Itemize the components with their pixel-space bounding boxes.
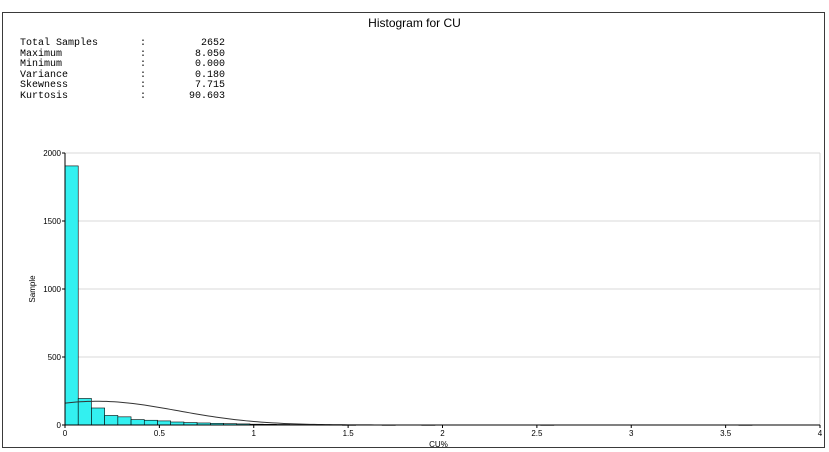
x-tick-label: 1 [252, 429, 257, 438]
histogram-bar [64, 165, 79, 426]
y-tick-label: 500 [48, 353, 62, 362]
x-tick-label: 0 [63, 429, 68, 438]
summary-stats: Total Samples : 2652 Maximum : 8.050 Min… [20, 38, 225, 103]
stat-label: Skewness [20, 80, 69, 91]
stat-value: 7.715 [194, 80, 225, 91]
histogram-bar [91, 407, 105, 426]
normal-fit-curve [64, 400, 820, 426]
stat-label: Variance [20, 69, 69, 81]
stat-colon: : [140, 80, 147, 91]
x-axis-title: CU% [429, 440, 448, 449]
x-tick-label: 4 [818, 429, 823, 438]
stat-value: 8.050 [194, 48, 225, 60]
stat-label: Maximum [20, 48, 63, 60]
x-tick-label: 0.5 [154, 429, 166, 438]
stat-value: 0.180 [194, 69, 225, 81]
stat-colon: : [140, 69, 147, 81]
stat-value: 90.603 [188, 90, 225, 102]
stat-row-variance: Variance : 0.180 [20, 69, 225, 82]
chart-frame [2, 12, 825, 448]
stat-label: Total Samples [20, 38, 99, 49]
x-tick-label: 2.5 [531, 429, 543, 438]
stat-value: 2652 [200, 38, 225, 49]
histogram-bar [117, 416, 132, 426]
histogram-bar [157, 420, 172, 426]
stat-row-maximum: Maximum : 8.050 [20, 48, 225, 61]
y-tick-label: 1000 [43, 285, 61, 294]
y-tick-label: 2000 [43, 149, 61, 158]
stat-label: Minimum [20, 59, 63, 70]
histogram-bar [143, 419, 158, 426]
x-tick-label: 3.5 [720, 429, 732, 438]
stat-row-minimum: Minimum : 0.000 [20, 59, 225, 71]
stat-colon: : [140, 48, 147, 60]
y-axis-title: Sample [28, 275, 37, 303]
stat-colon: : [140, 38, 147, 49]
stat-colon: : [140, 59, 147, 70]
histogram-bar [104, 415, 119, 426]
stat-row-kurtosis: Kurtosis : 90.603 [20, 90, 225, 103]
stat-colon: : [140, 90, 147, 102]
stat-label: Kurtosis [20, 90, 69, 102]
x-tick-label: 1.5 [343, 429, 355, 438]
stat-value: 0.000 [194, 59, 225, 70]
histogram-bar [77, 398, 92, 426]
stat-row-total-samples: Total Samples : 2652 [20, 38, 225, 50]
chart-title: Histogram for CU [368, 16, 461, 30]
x-tick-label: 2 [440, 429, 445, 438]
y-tick-label: 0 [57, 421, 62, 430]
x-tick-label: 3 [629, 429, 634, 438]
histogram-bar [130, 419, 145, 426]
stat-row-skewness: Skewness : 7.715 [20, 80, 225, 92]
y-tick-label: 1500 [43, 217, 61, 226]
